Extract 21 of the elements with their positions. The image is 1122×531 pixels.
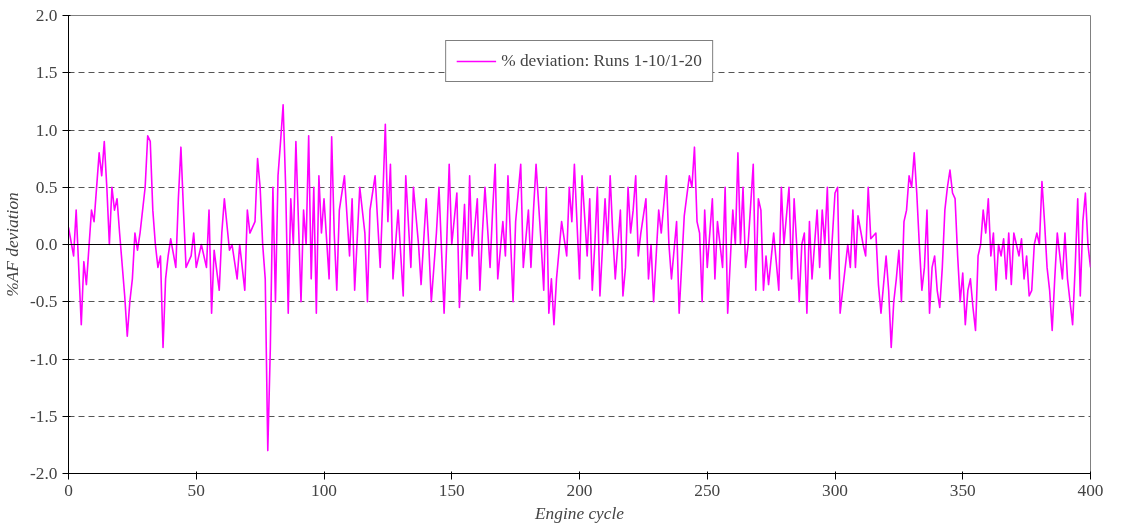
y-tick-label: -1.0 [30,349,58,369]
x-tick-label: 100 [311,480,337,500]
x-tick-label: 350 [949,480,976,500]
x-axis-title: Engine cycle [534,503,625,523]
y-tick-label: -2.0 [30,464,58,483]
x-tick-label: 300 [822,480,848,500]
y-tick-label: 1.5 [35,63,58,83]
x-tick-label: 0 [64,480,73,500]
x-tick-label: 400 [1077,480,1104,500]
x-tick-label: 50 [187,480,205,500]
y-tick-label: 0.0 [35,235,58,254]
legend-label: % deviation: Runs 1-10/1-20 [501,51,702,71]
y-tick-label: 2.0 [35,6,58,25]
x-tick-label: 150 [438,480,465,500]
x-tick-label: 200 [566,480,593,500]
y-tick-label: -1.5 [30,406,58,426]
y-axis-title: %AF deviation [3,192,23,297]
y-tick-label: 1.0 [35,120,58,140]
y-tick-label: -0.5 [30,292,58,312]
y-tick-label: 0.5 [35,177,58,197]
x-tick-label: 250 [694,480,721,500]
